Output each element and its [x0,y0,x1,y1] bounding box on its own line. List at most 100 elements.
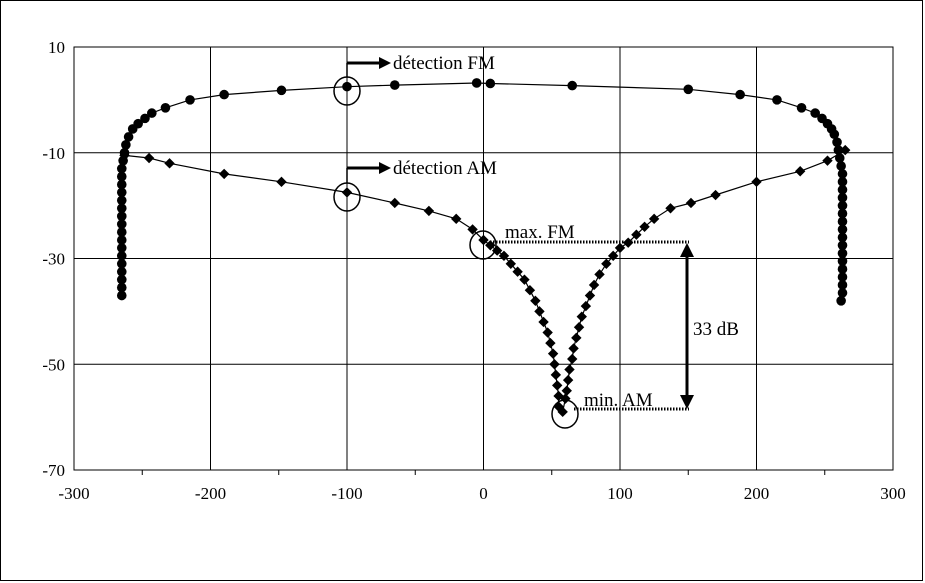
circle-marker [471,78,482,88]
annotations: détection FM détection AM max. FM min. A… [333,53,739,429]
diamond-marker [505,258,516,269]
diamond-marker [601,258,612,269]
annotation-am-detection: détection AM [393,158,497,179]
circle-marker [116,282,127,293]
diamond-marker [341,187,353,198]
diamond-marker [665,203,676,214]
diamond-marker [568,343,579,354]
diamond-marker [553,390,564,402]
circle-marker [121,140,131,150]
diamond-marker [564,364,575,375]
diamond-marker [639,221,650,232]
diamond-marker [584,290,596,301]
diamond-marker [561,385,572,396]
diamond-marker [607,250,619,262]
diamond-marker [567,353,578,365]
diamond-marker [547,348,559,359]
y-tick-label: -30 [42,250,65,269]
diamond-marker [751,176,762,188]
circle-marker [133,118,143,129]
circle-marker [837,177,848,187]
diamond-marker [588,279,600,291]
diamond-marker [576,311,587,322]
circle-marker [116,251,127,261]
circle-marker [837,240,848,251]
annotation-fm-detection: détection FM [393,53,495,74]
min-am-circle [551,399,579,429]
circle-marker [837,192,848,203]
x-tick-label: 200 [744,484,770,503]
circle-marker [116,290,127,301]
plot-border [73,46,894,471]
diamond-marker [524,285,536,296]
diamond-marker [580,300,592,312]
diamond-marker [685,197,697,209]
diamond-marker [119,150,130,161]
circle-marker [837,248,848,259]
diamond-marker [423,205,435,217]
diamond-marker [542,327,553,338]
circle-marker [772,95,782,105]
circle-marker [810,108,820,118]
circle-marker [147,108,157,118]
circle-marker [140,113,150,124]
circle-marker [837,224,848,235]
diamond-marker [614,242,626,254]
y-tick-label: -50 [42,355,65,374]
diamond-marker [594,269,605,280]
circle-marker [276,85,287,96]
circle-marker [837,232,848,243]
diamond-marker [534,306,545,317]
circle-marker [116,203,127,214]
diamond-marker [552,380,563,391]
circle-marker [833,145,844,155]
annotation-max-fm: max. FM [505,222,575,243]
diamond-marker [631,229,642,240]
circle-marker [837,256,848,266]
diamond-marker [553,401,564,412]
diamond-marker [538,316,549,328]
diamond-marker [485,240,496,251]
diamond-marker [519,274,530,285]
circle-marker [116,258,127,269]
y-tick-label: -70 [42,461,65,480]
y-tick-label: 10 [48,38,65,57]
circle-marker [735,89,745,100]
x-tick-label: 0 [479,484,488,503]
circle-marker [116,187,127,198]
diamond-marker [560,393,571,404]
x-tick-label: -100 [331,484,362,503]
am-arrow-head [379,162,391,174]
circle-marker [116,227,127,237]
diamond-marker [467,224,478,235]
diamond-marker [276,176,287,188]
circle-marker [837,200,848,211]
x-axis: -300 -200 -100 0 100 200 300 [58,470,906,503]
circle-marker [116,243,127,253]
difference-arrow-bottom [680,395,694,409]
circle-marker [837,169,848,179]
circle-marker [834,153,845,163]
annotation-min-am: min. AM [584,390,653,411]
circle-marker [116,219,127,229]
x-tick-label: 100 [607,484,633,503]
diamond-marker [562,374,574,386]
circle-marker [219,89,229,100]
diamond-marker [550,369,562,381]
x-tick-label: 300 [880,484,906,503]
circle-marker [829,129,840,140]
circle-marker [116,171,127,182]
circle-marker [160,103,171,113]
circle-marker [683,84,694,95]
circle-marker [836,296,846,306]
diamond-marker [389,197,400,209]
circle-marker [837,184,848,195]
fm-arrow-head [379,57,391,69]
circle-marker [567,80,578,91]
diamond-marker [498,250,510,262]
circle-marker [116,211,127,221]
x-tick-label: -300 [58,484,89,503]
circle-marker [116,235,127,245]
series-markers [116,78,851,418]
